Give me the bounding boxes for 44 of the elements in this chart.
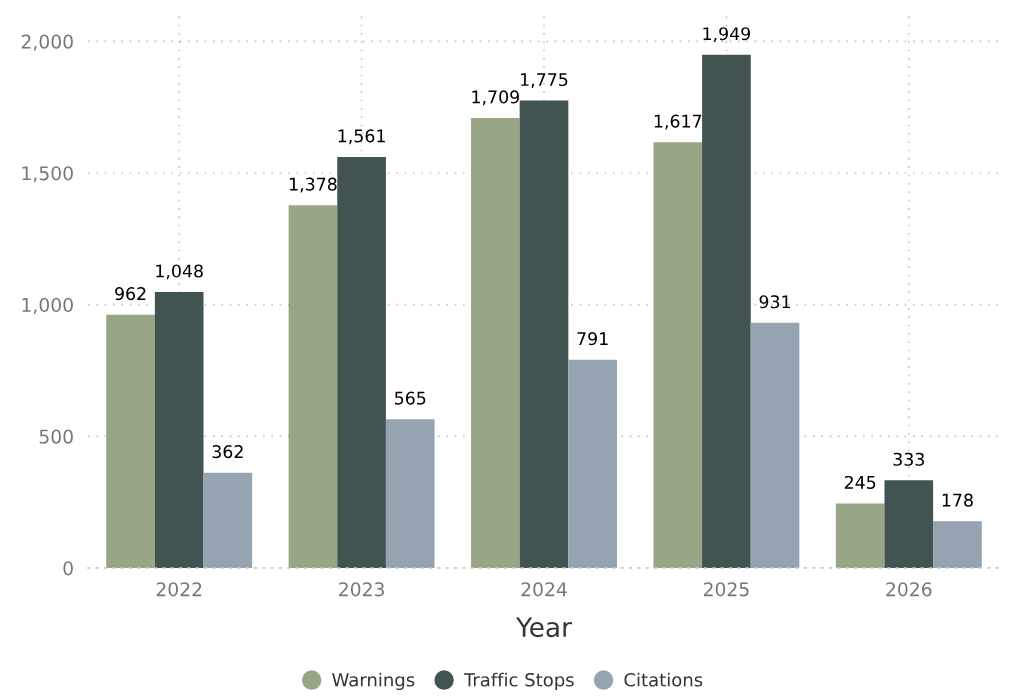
data-label: 1,775 bbox=[521, 73, 568, 88]
legend-label: Warnings bbox=[332, 672, 415, 691]
data-label: 333 bbox=[893, 452, 924, 466]
bar bbox=[750, 322, 800, 568]
data-label: 962 bbox=[115, 287, 146, 301]
y-tick-label: 1,000 bbox=[22, 297, 73, 314]
bar bbox=[702, 54, 751, 568]
data-label: 362 bbox=[212, 445, 243, 459]
bar bbox=[385, 419, 435, 568]
y-tick-label: 2,000 bbox=[21, 34, 73, 51]
bar bbox=[835, 503, 885, 568]
x-tick-label: 2022 bbox=[156, 582, 202, 597]
data-label: 1,048 bbox=[156, 264, 203, 280]
x-tick-label: 2024 bbox=[521, 582, 567, 597]
data-label: 1,949 bbox=[703, 27, 751, 43]
data-label: 565 bbox=[395, 391, 426, 405]
data-label: 1,709 bbox=[472, 90, 519, 106]
data-label: 245 bbox=[844, 475, 876, 490]
bar bbox=[337, 156, 386, 568]
y-tick-label: 0 bbox=[63, 561, 73, 576]
bar bbox=[154, 292, 204, 568]
x-tick-label: 2026 bbox=[886, 582, 932, 597]
data-label: 1,378 bbox=[290, 177, 337, 193]
y-tick-label: 1,500 bbox=[22, 166, 73, 183]
bar bbox=[519, 100, 569, 568]
bar bbox=[568, 359, 617, 568]
data-label: 1,561 bbox=[338, 129, 385, 145]
data-label: 791 bbox=[577, 332, 608, 346]
legend-label: Citations bbox=[624, 672, 703, 687]
data-label: 178 bbox=[942, 493, 973, 507]
y-tick-label: 500 bbox=[39, 429, 73, 444]
bar bbox=[653, 142, 703, 568]
data-label: 931 bbox=[759, 295, 791, 309]
bar bbox=[471, 117, 520, 568]
x-tick-label: 2025 bbox=[703, 582, 749, 597]
data-label: 1,617 bbox=[654, 114, 702, 130]
bar bbox=[106, 314, 155, 568]
bar bbox=[203, 472, 253, 568]
legend-label: Traffic Stops bbox=[463, 672, 574, 691]
bar bbox=[933, 521, 982, 568]
x-axis-title: Year bbox=[516, 617, 572, 638]
bar bbox=[288, 205, 338, 568]
x-tick-label: 2023 bbox=[339, 582, 384, 597]
bar bbox=[884, 480, 934, 568]
